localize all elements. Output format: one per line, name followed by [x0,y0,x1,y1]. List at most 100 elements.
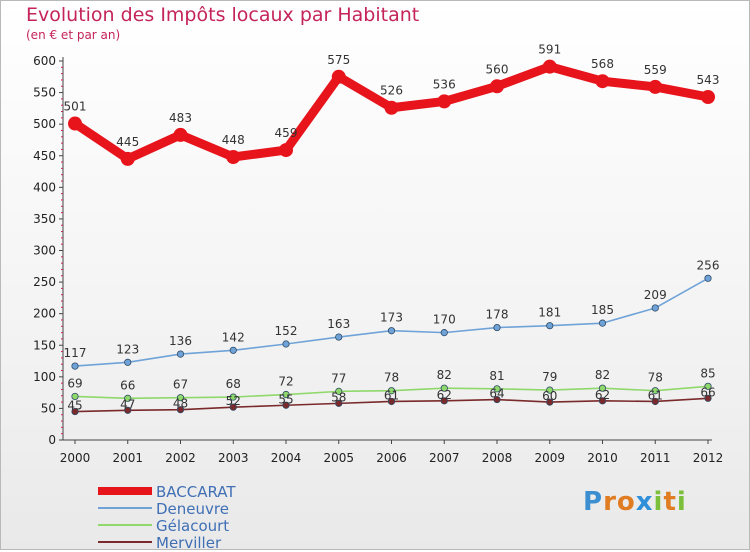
data-label: 448 [222,133,245,147]
legend-swatch [98,487,152,495]
x-tick-label: 2000 [60,451,91,465]
data-label: 60 [542,389,557,403]
data-label: 45 [67,399,82,413]
data-point [71,407,79,416]
data-label: 77 [331,371,346,385]
data-label: 78 [648,371,663,385]
data-label: 536 [433,77,456,91]
data-label: 81 [489,369,504,383]
legend-swatch [98,541,152,543]
y-tick-label: 100 [33,370,56,384]
legend-swatch [98,507,152,509]
data-point [331,69,346,84]
data-label: 72 [278,375,293,389]
data-point [648,79,663,94]
data-point [704,274,712,282]
data-label: 559 [644,63,667,77]
data-point [173,127,188,142]
data-point [124,394,132,402]
data-point [546,322,554,330]
data-label: 64 [489,387,504,401]
legend-label: BACCARAT [156,483,236,501]
data-label: 82 [437,368,452,382]
data-point [437,94,452,109]
chart-subtitle: (en € et par an) [26,28,121,42]
data-label: 82 [595,368,610,382]
data-point [384,100,399,115]
data-label: 61 [384,388,399,402]
data-point [229,403,237,411]
data-label: 483 [169,111,192,125]
y-tick-label: 450 [33,149,56,163]
data-label: 560 [486,62,509,76]
data-point [335,333,343,341]
x-tick-label: 2005 [323,451,354,465]
data-label: 445 [116,135,139,149]
data-point [598,384,607,392]
y-tick-label: 550 [33,86,56,100]
data-point [68,116,82,131]
data-point [282,401,290,409]
data-point [229,393,237,401]
data-label: 256 [697,258,720,272]
data-label: 66 [120,378,135,392]
data-label: 48 [173,397,188,411]
data-point [282,390,290,399]
data-point [490,79,504,94]
data-point [120,151,135,166]
data-point [176,394,185,402]
x-tick-label: 2003 [218,451,249,465]
data-point [493,385,501,393]
data-label: 62 [595,388,610,402]
x-tick-label: 2010 [587,451,618,465]
data-label: 58 [331,390,346,404]
data-point [279,143,293,158]
data-point [595,74,610,89]
data-point [176,350,185,358]
data-label: 67 [173,378,188,392]
data-label: 62 [437,388,452,402]
data-point [651,387,659,395]
data-label: 163 [327,317,350,331]
y-tick-label: 0 [48,433,56,447]
data-point [440,397,448,405]
y-tick-label: 400 [33,180,56,194]
data-label: 178 [486,308,509,322]
y-tick-label: 600 [33,54,56,68]
x-tick-label: 2008 [482,451,513,465]
data-point [229,346,237,354]
legend-label: Deneuvre [156,500,229,518]
data-point [542,59,557,74]
data-label: 543 [697,73,720,87]
brand-logo: Proxiti [583,487,687,517]
data-point [651,304,659,312]
data-point [701,90,715,105]
data-point [704,382,712,390]
data-point [71,362,79,370]
data-label: 55 [278,392,293,406]
y-tick-label: 150 [33,338,56,352]
y-tick-label: 250 [33,275,56,289]
data-point [387,387,396,395]
data-label: 209 [644,288,667,302]
data-label: 568 [591,57,614,71]
data-label: 181 [538,306,561,320]
x-tick-label: 2004 [271,451,302,465]
legend-swatch [98,524,152,526]
data-point [124,406,132,414]
y-tick-label: 300 [33,244,56,258]
legend-label: Merviller [156,534,222,552]
legend-label: Gélacourt [156,517,230,535]
y-tick-label: 50 [41,401,56,415]
data-label: 68 [226,377,241,391]
data-label: 501 [64,100,87,114]
y-tick-label: 200 [33,307,56,321]
data-point [546,398,554,406]
data-label: 136 [169,334,192,348]
data-point [493,395,501,404]
data-point [546,386,554,394]
data-label: 79 [542,370,557,384]
data-label: 52 [226,394,241,408]
data-point [440,384,448,392]
